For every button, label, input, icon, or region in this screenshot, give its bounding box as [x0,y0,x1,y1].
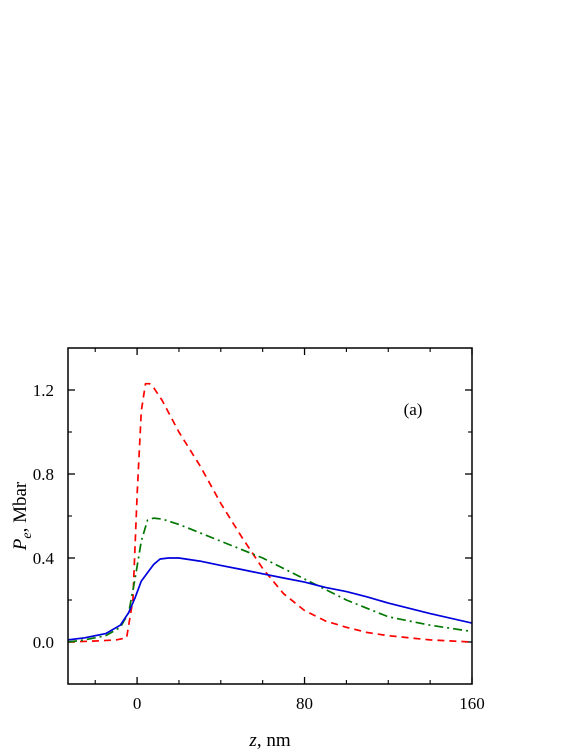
x-axis-label: z, nm [248,730,290,751]
series-line-solid [68,557,472,641]
x-axis-variable: z [248,730,257,751]
y-axis-unit: , Mbar [10,481,31,532]
series-line-dashed [68,382,472,643]
axis-ticks [68,348,473,684]
x-tick-label: 80 [296,694,313,713]
x-axis-unit: , nm [257,730,291,751]
tick-labels: 0 80 160 0.0 0.4 0.8 1.2 [33,381,485,713]
y-tick-label: 0.8 [33,465,54,484]
y-tick-label: 0.0 [33,633,54,652]
y-axis-variable: P [10,538,31,551]
series-layer [68,382,472,643]
x-tick-label: 0 [133,694,142,713]
y-tick-label: 1.2 [33,381,54,400]
y-tick-label: 0.4 [33,549,55,568]
plot-frame [67,347,473,685]
y-axis-subscript: e [20,532,35,538]
y-axis-label: Pe, Mbar [10,481,35,551]
annotation-label: (a) [404,400,423,419]
x-tick-label: 160 [459,694,485,713]
